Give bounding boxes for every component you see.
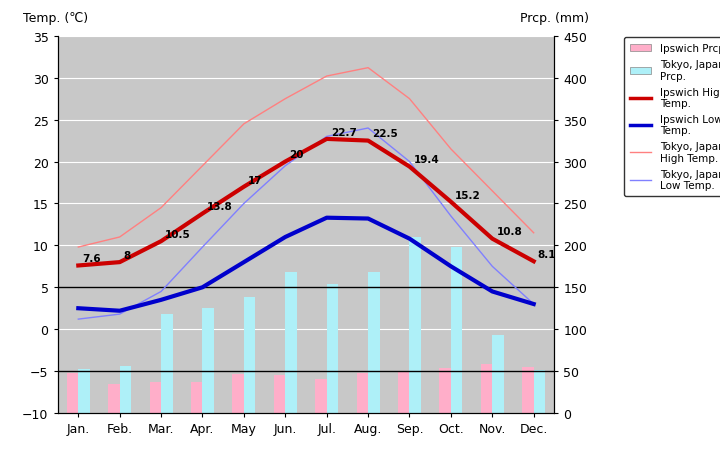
Ipswich High
Temp. (446, 200, 455, 205)
Bar (202, 308, 214, 413)
Tokyo, Japan
High Temp. (364, 66, 372, 71)
Text: 17: 17 (248, 175, 263, 185)
Text: 22.7: 22.7 (331, 128, 356, 137)
Tokyo, Japan
Low Temp. (240, 201, 248, 207)
Tokyo, Japan
High Temp. (115, 235, 124, 240)
Ipswich High
Temp. (364, 139, 372, 144)
Ipswich Low
Temp. (157, 297, 166, 303)
Ipswich High
Temp. (323, 137, 331, 142)
Bar (398, 372, 410, 413)
Ipswich High
Temp. (405, 164, 414, 170)
Ipswich Low
Temp. (281, 235, 289, 240)
Text: 7.6: 7.6 (83, 254, 101, 264)
Ipswich Low
Temp. (488, 289, 497, 295)
Tokyo, Japan
High Temp. (529, 230, 538, 236)
Text: 13.8: 13.8 (207, 202, 233, 212)
Ipswich High
Temp. (529, 259, 538, 264)
Line: Ipswich High
Temp.: Ipswich High Temp. (78, 140, 534, 266)
Text: 10.5: 10.5 (166, 230, 191, 240)
Tokyo, Japan
High Temp. (157, 206, 166, 211)
Bar (356, 373, 368, 413)
Ipswich Low
Temp. (74, 306, 83, 311)
Tokyo, Japan
Low Temp. (488, 264, 497, 269)
Ipswich Low
Temp. (323, 215, 331, 221)
Ipswich High
Temp. (240, 185, 248, 190)
Ipswich High
Temp. (281, 159, 289, 165)
Text: 8.1: 8.1 (538, 250, 557, 259)
Line: Tokyo, Japan
Low Temp.: Tokyo, Japan Low Temp. (78, 129, 534, 319)
Bar (368, 273, 379, 413)
Ipswich Low
Temp. (240, 260, 248, 265)
Bar (108, 384, 120, 413)
Text: 8: 8 (124, 251, 131, 260)
Ipswich Low
Temp. (529, 302, 538, 307)
Bar (439, 368, 451, 413)
Ipswich High
Temp. (157, 239, 166, 244)
Ipswich Low
Temp. (198, 285, 207, 291)
Ipswich Low
Temp. (446, 264, 455, 269)
Tokyo, Japan
Low Temp. (198, 245, 207, 250)
Tokyo, Japan
Low Temp. (529, 302, 538, 307)
Bar (78, 369, 90, 413)
Bar (327, 284, 338, 413)
Bar (233, 375, 244, 413)
Tokyo, Japan
High Temp. (488, 189, 497, 194)
Bar (410, 237, 421, 413)
Bar (285, 273, 297, 413)
Text: Temp. (℃): Temp. (℃) (23, 12, 88, 25)
Ipswich High
Temp. (74, 263, 83, 269)
Text: Prcp. (mm): Prcp. (mm) (520, 12, 589, 25)
Tokyo, Japan
Low Temp. (115, 312, 124, 317)
Bar (534, 370, 545, 413)
Tokyo, Japan
High Temp. (240, 122, 248, 127)
Ipswich High
Temp. (198, 211, 207, 217)
Tokyo, Japan
Low Temp. (74, 317, 83, 322)
Bar (315, 380, 327, 413)
Tokyo, Japan
High Temp. (281, 97, 289, 102)
Ipswich High
Temp. (488, 236, 497, 242)
Bar (492, 336, 504, 413)
Text: 22.5: 22.5 (372, 129, 398, 139)
Ipswich Low
Temp. (364, 216, 372, 222)
Text: 10.8: 10.8 (497, 227, 522, 237)
Tokyo, Japan
Low Temp. (281, 163, 289, 169)
Ipswich Low
Temp. (115, 308, 124, 314)
Bar (150, 382, 161, 413)
Tokyo, Japan
High Temp. (74, 245, 83, 250)
Legend: Ipswich Prcp., Tokyo, Japan
Prcp., Ipswich High
Temp., Ipswich Low
Temp., Tokyo,: Ipswich Prcp., Tokyo, Japan Prcp., Ipswi… (624, 38, 720, 197)
Tokyo, Japan
Low Temp. (364, 126, 372, 131)
Bar (191, 382, 202, 413)
Bar (244, 298, 256, 413)
Tokyo, Japan
Low Temp. (446, 214, 455, 219)
Line: Ipswich Low
Temp.: Ipswich Low Temp. (78, 218, 534, 311)
Tokyo, Japan
Low Temp. (405, 159, 414, 165)
Text: 19.4: 19.4 (414, 155, 439, 165)
Ipswich Low
Temp. (405, 236, 414, 242)
Text: 20: 20 (289, 150, 304, 160)
Bar (481, 364, 492, 413)
Text: 15.2: 15.2 (455, 190, 481, 200)
Tokyo, Japan
Low Temp. (157, 289, 166, 295)
Bar (67, 373, 78, 413)
Bar (522, 367, 534, 413)
Tokyo, Japan
High Temp. (405, 97, 414, 102)
Line: Tokyo, Japan
High Temp.: Tokyo, Japan High Temp. (78, 68, 534, 247)
Tokyo, Japan
Low Temp. (323, 134, 331, 140)
Tokyo, Japan
High Temp. (198, 163, 207, 169)
Tokyo, Japan
High Temp. (446, 147, 455, 152)
Bar (120, 366, 131, 413)
Ipswich High
Temp. (115, 260, 124, 265)
Tokyo, Japan
High Temp. (323, 74, 331, 79)
Bar (161, 314, 173, 413)
Bar (274, 375, 285, 413)
Bar (451, 247, 462, 413)
